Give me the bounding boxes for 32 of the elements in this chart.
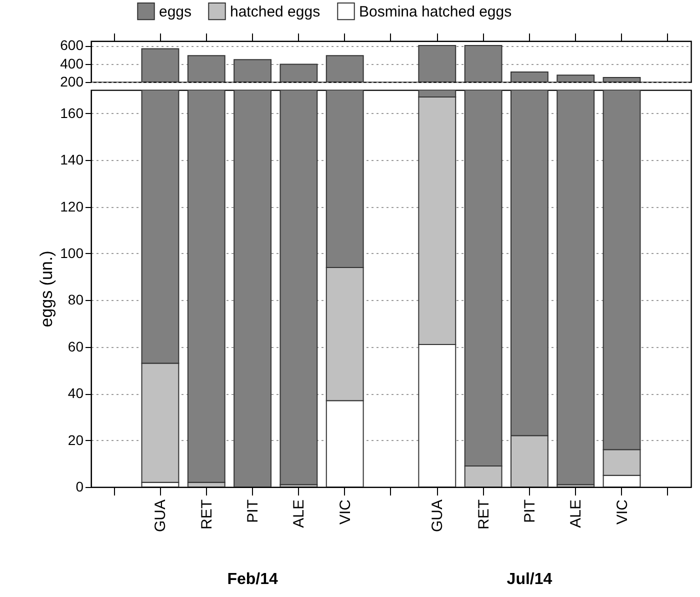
legend-label: Bosmina hatched eggs [359, 3, 512, 20]
x-tick-label: RET [198, 500, 216, 530]
y-tick-label: 140 [60, 152, 84, 168]
y-tick-label: 600 [60, 37, 84, 54]
text: Jul/14 [506, 571, 552, 588]
bar [556, 90, 595, 486]
y-tick-label: 0 [76, 478, 84, 494]
x-tick-label: VIC [336, 499, 354, 525]
y-tick-label: 40 [68, 385, 84, 402]
x-tick-label: GUA [152, 500, 170, 532]
y-tick-label: 200 [60, 74, 84, 90]
x-tick-label: ALE [290, 500, 308, 528]
legend-label: hatched eggs [230, 3, 320, 20]
y-axis-title: eggs (un.) [37, 250, 56, 328]
x-tick-label: VIC [614, 499, 631, 525]
y-tick-label: 20 [68, 432, 84, 448]
x-tick-label: ALE [568, 500, 585, 528]
y-tick-label: 160 [60, 104, 84, 121]
text: Feb/14 [227, 571, 278, 588]
y-tick-label: 100 [60, 244, 84, 261]
bar [280, 90, 318, 486]
y-tick-label: 400 [60, 55, 84, 72]
x-tick-label: RET [475, 500, 492, 530]
y-tick-label: 120 [60, 198, 84, 214]
legend-label: eggs [159, 3, 192, 20]
y-tick-label: 60 [68, 338, 84, 354]
bar [187, 90, 226, 483]
x-tick-label: PIT [244, 500, 262, 523]
x-tick-label: GUA [429, 500, 446, 532]
bar [234, 90, 272, 487]
x-tick-label: PIT [521, 500, 538, 523]
y-tick-label: 80 [68, 292, 84, 308]
